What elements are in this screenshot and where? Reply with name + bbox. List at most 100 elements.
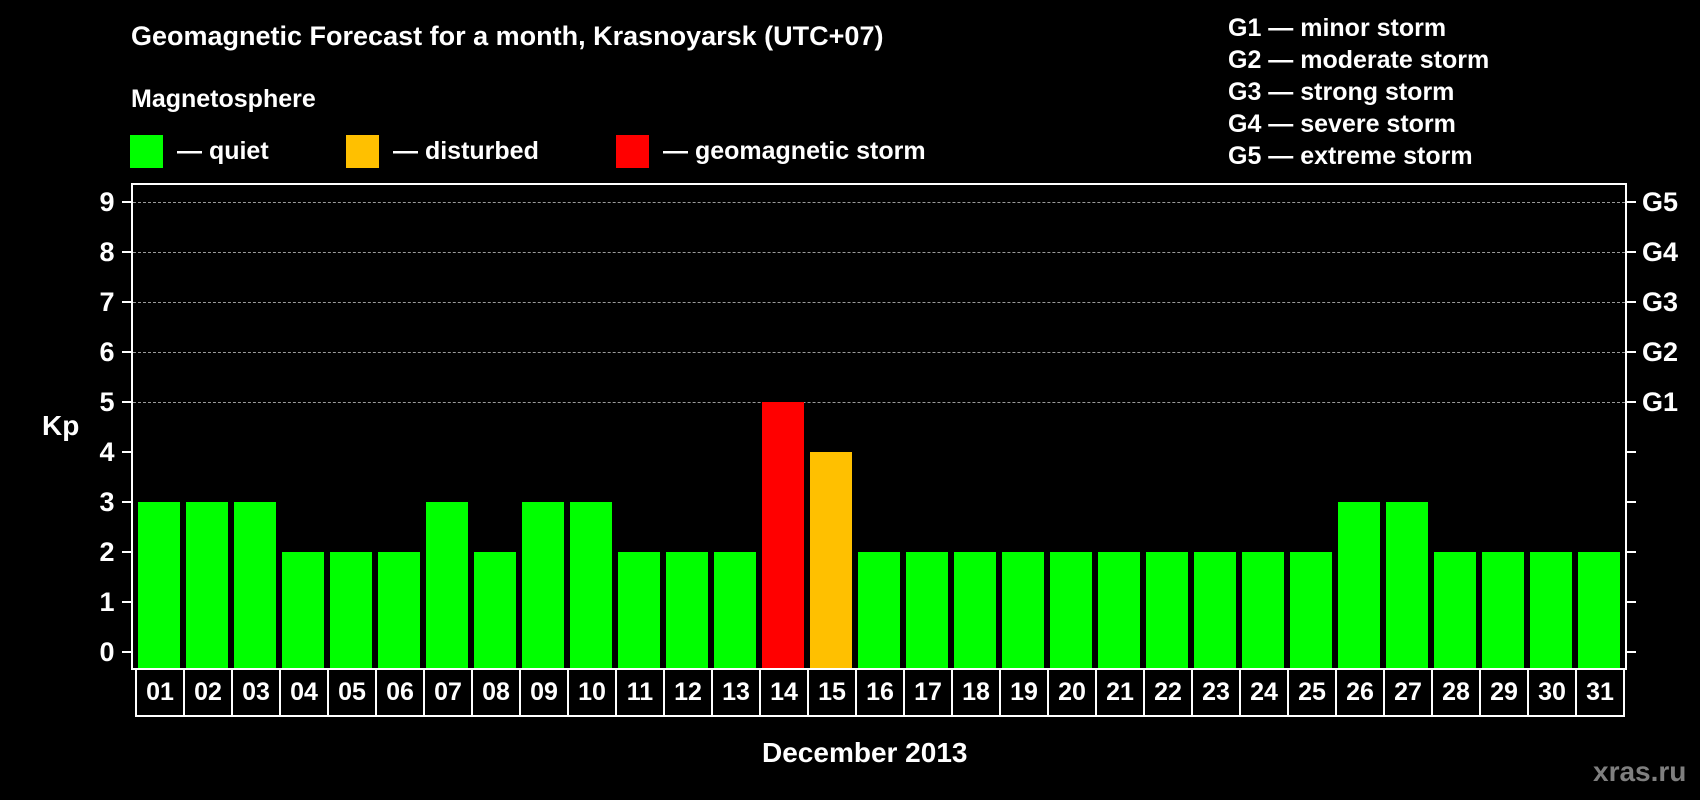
g-scale-label: G3 (1642, 287, 1679, 317)
bar-day-29 (1482, 552, 1524, 668)
y-tick-left (122, 551, 131, 553)
gridline-kp-7 (133, 302, 1625, 303)
date-cell: 25 (1289, 669, 1337, 715)
y-tick-left (122, 601, 131, 603)
date-cell: 24 (1241, 669, 1289, 715)
bar-day-15 (810, 452, 852, 668)
date-cell: 03 (233, 669, 281, 715)
date-cell: 22 (1145, 669, 1193, 715)
y-tick-right (1627, 601, 1636, 603)
date-cell: 15 (809, 669, 857, 715)
y-tick-right (1627, 301, 1636, 303)
date-cell: 29 (1481, 669, 1529, 715)
bar-day-02 (186, 502, 228, 668)
bar-day-04 (282, 552, 324, 668)
bar-day-03 (234, 502, 276, 668)
y-tick-left (122, 501, 131, 503)
date-cell: 23 (1193, 669, 1241, 715)
y-tick-label: 8 (99, 237, 115, 267)
magnetosphere-label: Magnetosphere (131, 85, 316, 113)
gridline-kp-5 (133, 402, 1625, 403)
g4-legend: G4 — severe storm (1228, 110, 1456, 138)
bar-day-07 (426, 502, 468, 668)
date-cell: 18 (953, 669, 1001, 715)
y-tick-label: 2 (99, 537, 115, 567)
date-cell: 01 (137, 669, 185, 715)
bar-day-24 (1242, 552, 1284, 668)
date-cell: 14 (761, 669, 809, 715)
bar-day-31 (1578, 552, 1620, 668)
y-tick-label: 6 (99, 337, 115, 367)
bar-day-06 (378, 552, 420, 668)
g-scale-label: G1 (1642, 387, 1679, 417)
watermark: xras.ru (1593, 756, 1687, 787)
bar-day-21 (1098, 552, 1140, 668)
quiet-swatch-icon (130, 135, 163, 168)
legend-storm: — geomagnetic storm (616, 135, 926, 168)
date-cell: 12 (665, 669, 713, 715)
bar-day-11 (618, 552, 660, 668)
date-cell: 27 (1385, 669, 1433, 715)
y-tick-label: 9 (99, 187, 115, 217)
y-tick-right (1627, 351, 1636, 353)
bar-day-27 (1386, 502, 1428, 668)
date-cell: 28 (1433, 669, 1481, 715)
storm-swatch-icon (616, 135, 649, 168)
bar-day-10 (570, 502, 612, 668)
g-scale-label: G4 (1642, 237, 1679, 267)
bar-day-14 (762, 402, 804, 668)
y-tick-right (1627, 551, 1636, 553)
date-cell: 10 (569, 669, 617, 715)
date-cell: 26 (1337, 669, 1385, 715)
y-tick-right (1627, 401, 1636, 403)
g1-legend: G1 — minor storm (1228, 14, 1447, 42)
y-tick-left (122, 351, 131, 353)
y-tick-label: 3 (99, 487, 115, 517)
bar-day-08 (474, 552, 516, 668)
date-cell: 13 (713, 669, 761, 715)
bar-day-23 (1194, 552, 1236, 668)
date-cell: 07 (425, 669, 473, 715)
legend-quiet-label: — quiet (177, 137, 269, 165)
bar-day-26 (1338, 502, 1380, 668)
date-cell: 08 (473, 669, 521, 715)
date-cell: 31 (1586, 678, 1614, 706)
y-axis-label: Kp (42, 410, 80, 441)
bar-day-19 (1002, 552, 1044, 668)
date-cell: 04 (281, 669, 329, 715)
date-cell: 20 (1049, 669, 1097, 715)
legend-storm-label: — geomagnetic storm (663, 137, 926, 165)
bar-day-20 (1050, 552, 1092, 668)
y-tick-right (1627, 451, 1636, 453)
gridline-kp-6 (133, 352, 1625, 353)
legend-quiet: — quiet (130, 135, 269, 168)
g-scale-label: G5 (1642, 187, 1679, 217)
bar-day-05 (330, 552, 372, 668)
y-tick-label: 1 (99, 587, 115, 617)
bar-day-16 (858, 552, 900, 668)
bar-day-13 (714, 552, 756, 668)
y-tick-left (122, 651, 131, 653)
bar-day-25 (1290, 552, 1332, 668)
date-cell: 19 (1001, 669, 1049, 715)
bar-day-01 (138, 502, 180, 668)
g-scale-legend: G1 — minor storm G2 — moderate storm G3 … (1228, 12, 1489, 172)
date-cell: 21 (1097, 669, 1145, 715)
date-cell: 16 (857, 669, 905, 715)
y-tick-left (122, 301, 131, 303)
y-tick-left (122, 251, 131, 253)
y-tick-label: 4 (99, 437, 115, 467)
g5-legend: G5 — extreme storm (1228, 142, 1473, 170)
bar-day-17 (906, 552, 948, 668)
gridline-kp-9 (133, 202, 1625, 203)
bar-day-30 (1530, 552, 1572, 668)
y-tick-label: 7 (99, 287, 115, 317)
g2-legend: G2 — moderate storm (1228, 46, 1490, 74)
date-cell: 30 (1529, 669, 1577, 715)
y-tick-label: 0 (99, 637, 115, 667)
plot-frame (131, 183, 1627, 670)
y-tick-right (1627, 501, 1636, 503)
bar-day-09 (522, 502, 564, 668)
bar-day-28 (1434, 552, 1476, 668)
y-tick-left (122, 451, 131, 453)
